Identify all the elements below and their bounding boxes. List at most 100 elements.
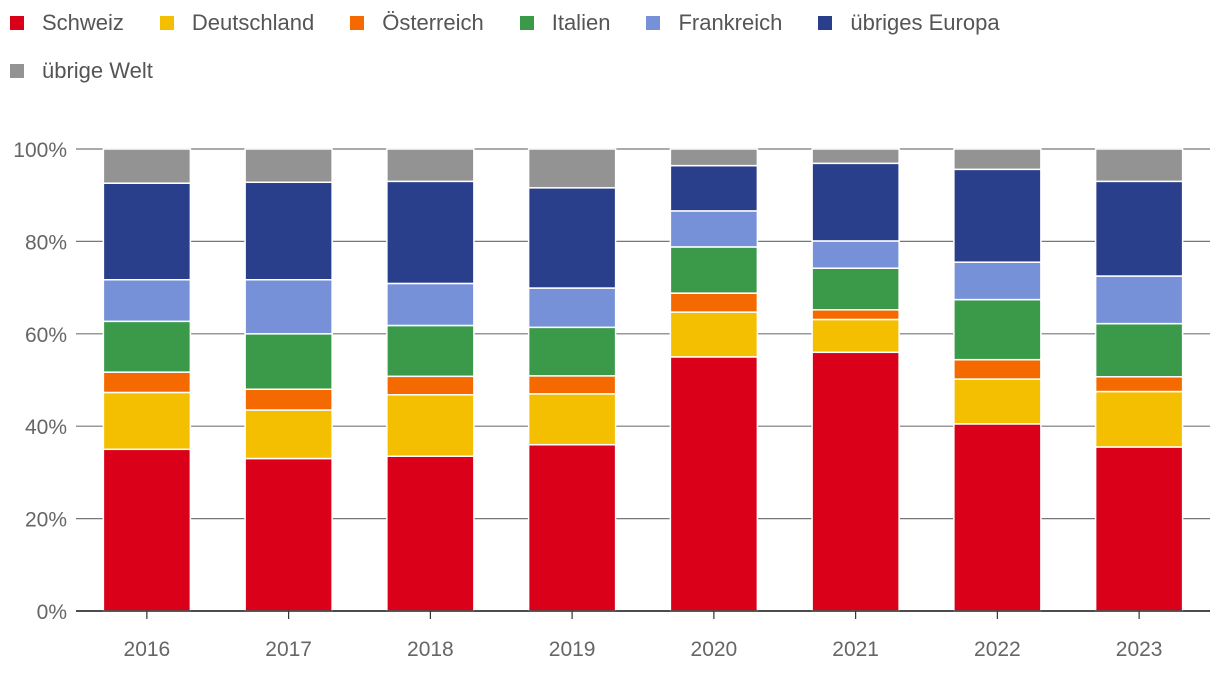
bar-segment-uebrige-welt-2021 (811, 148, 900, 165)
x-tick-label: 2018 (407, 638, 454, 661)
bar-segment-italien-2022 (953, 298, 1042, 361)
legend-swatch (519, 16, 534, 30)
bar-segment-frankreich-2019 (527, 287, 617, 329)
bar-segment-oesterreich-2016 (102, 371, 192, 394)
legend-label: Österreich (382, 10, 484, 35)
bar-segment-uebrige-welt-2022 (953, 148, 1042, 171)
bar-segment-schweiz-2022 (953, 423, 1042, 612)
legend-item-italien: Italien (519, 8, 611, 38)
bar-segment-frankreich-2021 (811, 240, 900, 269)
bar-segment-italien-2018 (386, 324, 475, 378)
legend-item-deutschland: Deutschland (159, 8, 315, 38)
legend-item-frankreich: Frankreich (646, 8, 782, 38)
bar-segment-uebriges-europa-2020 (669, 164, 759, 212)
legend: Schweiz Deutschland Österreich Italien Frank… (10, 8, 1200, 86)
bar-group-2018 (386, 148, 475, 612)
legend-label: Frankreich (678, 10, 783, 35)
bar-segment-deutschland-2019 (527, 393, 617, 446)
bar-segment-uebriges-europa-2018 (386, 180, 475, 285)
bar-segment-uebriges-europa-2023 (1094, 180, 1184, 277)
y-tick-label: 40% (25, 416, 67, 439)
legend-swatch (350, 16, 365, 30)
bar-segment-oesterreich-2017 (244, 388, 333, 411)
bar-segment-schweiz-2018 (386, 455, 475, 612)
legend-item-uebriges-europa: übriges Europa (818, 8, 1000, 38)
bar-group-2020 (669, 148, 759, 612)
bar-segment-oesterreich-2022 (953, 358, 1042, 380)
bar-segment-italien-2019 (527, 326, 617, 377)
legend-swatch (10, 64, 24, 78)
bar-segment-deutschland-2020 (669, 311, 759, 358)
legend-label: Schweiz (42, 10, 124, 35)
bar-segment-deutschland-2017 (244, 409, 333, 460)
bar-group-2019 (527, 148, 617, 612)
bar-segment-italien-2023 (1094, 322, 1184, 378)
bar-group-2021 (811, 148, 900, 612)
bar-group-2022 (953, 148, 1042, 612)
x-tick-label: 2022 (974, 638, 1021, 661)
bar-segment-schweiz-2023 (1094, 446, 1184, 612)
bar-segment-frankreich-2022 (953, 261, 1042, 301)
legend-label: Italien (551, 10, 611, 35)
y-tick-label: 20% (25, 509, 67, 532)
bar-segment-frankreich-2016 (102, 278, 192, 323)
bar-segment-deutschland-2021 (811, 318, 900, 354)
bar-segment-uebrige-welt-2017 (244, 148, 333, 184)
bar-segment-schweiz-2019 (527, 443, 617, 612)
bar-segment-deutschland-2022 (953, 378, 1042, 425)
bar-segment-schweiz-2016 (102, 448, 192, 612)
bar-segment-schweiz-2021 (811, 351, 900, 612)
bar-segment-schweiz-2017 (244, 457, 333, 612)
bar-segment-oesterreich-2018 (386, 375, 475, 396)
bar-segment-frankreich-2020 (669, 210, 759, 248)
bar-group-2023 (1094, 148, 1184, 612)
bar-segment-schweiz-2020 (669, 356, 759, 612)
legend-label: Deutschland (191, 10, 315, 35)
x-tick-label: 2023 (1116, 638, 1163, 661)
bar-segment-uebriges-europa-2019 (527, 187, 617, 289)
legend-label: übriges Europa (850, 10, 1000, 35)
bar-segment-frankreich-2017 (244, 278, 333, 335)
bar-segment-uebrige-welt-2020 (669, 148, 759, 167)
bar-segment-uebrige-welt-2019 (527, 148, 617, 189)
bar-segment-italien-2017 (244, 333, 333, 390)
x-tick-label: 2017 (265, 638, 312, 661)
legend-item-uebrige-welt: übrige Welt (10, 56, 153, 86)
bar-segment-deutschland-2016 (102, 391, 192, 451)
bar-segment-oesterreich-2019 (527, 375, 617, 395)
bar-segment-uebrige-welt-2018 (386, 148, 475, 183)
bar-segment-italien-2016 (102, 320, 192, 373)
bar-segment-oesterreich-2020 (669, 292, 759, 313)
y-tick-label: 0% (37, 601, 67, 624)
x-tick-label: 2016 (124, 638, 171, 661)
x-tick-label: 2021 (832, 638, 879, 661)
bar-group-2016 (102, 148, 192, 612)
bar-segment-oesterreich-2023 (1094, 376, 1184, 393)
bar-segment-uebriges-europa-2021 (811, 162, 900, 242)
bar-segment-uebriges-europa-2016 (102, 182, 192, 281)
bar-segment-frankreich-2023 (1094, 275, 1184, 325)
bar-segment-italien-2021 (811, 267, 900, 311)
bar-group-2017 (244, 148, 333, 612)
legend-swatch (159, 16, 174, 30)
bar-segment-oesterreich-2021 (811, 309, 900, 321)
legend-item-schweiz: Schweiz (10, 8, 124, 38)
legend-item-oesterreich: Österreich (350, 8, 484, 38)
bar-segment-deutschland-2018 (386, 394, 475, 457)
bar-segment-deutschland-2023 (1094, 390, 1184, 448)
legend-label: übrige Welt (42, 58, 153, 83)
y-tick-label: 100% (13, 139, 67, 162)
bar-segment-frankreich-2018 (386, 282, 475, 327)
y-tick-label: 60% (25, 324, 67, 347)
bar-segment-uebrige-welt-2023 (1094, 148, 1184, 183)
bar-segment-italien-2020 (669, 246, 759, 294)
x-tick-label: 2019 (549, 638, 596, 661)
bar-segment-uebriges-europa-2022 (953, 168, 1042, 263)
x-tick-label: 2020 (691, 638, 738, 661)
y-tick-label: 80% (25, 231, 67, 254)
legend-swatch (818, 16, 833, 30)
legend-swatch (10, 16, 24, 30)
bar-segment-uebrige-welt-2016 (102, 148, 192, 184)
legend-swatch (646, 16, 661, 30)
